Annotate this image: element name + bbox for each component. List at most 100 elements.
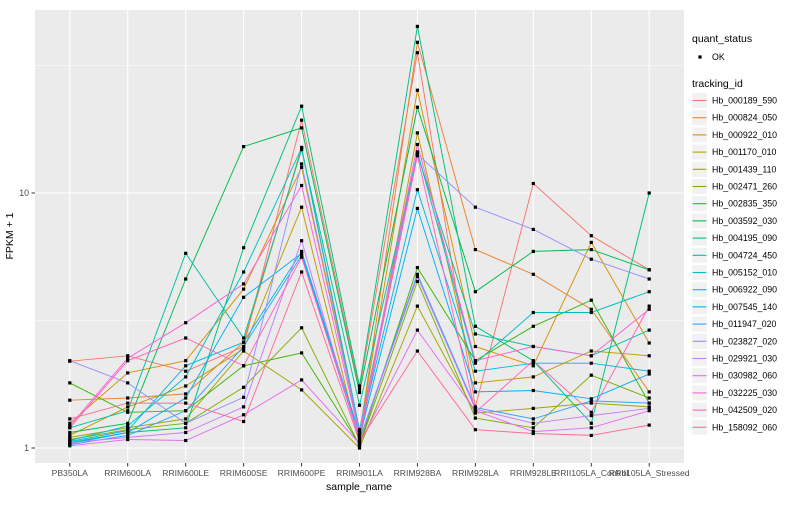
legend-item-Hb_000922_010: Hb_000922_010 bbox=[692, 127, 777, 143]
data-point bbox=[68, 433, 72, 437]
data-point bbox=[68, 430, 72, 435]
data-point bbox=[531, 406, 535, 410]
data-point bbox=[357, 430, 362, 434]
y-tick-label: 1 bbox=[24, 443, 29, 453]
data-point bbox=[589, 240, 593, 244]
legend-item-label: Hb_000922_010 bbox=[712, 130, 777, 140]
legend-item-label: Hb_000189_590 bbox=[712, 96, 777, 106]
data-point bbox=[473, 205, 477, 209]
legend-item-Hb_001439_110: Hb_001439_110 bbox=[692, 161, 777, 177]
legend-item-Hb_002471_260: Hb_002471_260 bbox=[692, 179, 777, 194]
axes: 1 10 PB350LA RRIM600LA RRIM600LE RRIM600SE RRI… bbox=[19, 188, 690, 478]
data-point bbox=[531, 431, 535, 436]
data-point bbox=[300, 118, 304, 122]
data-point bbox=[531, 310, 535, 315]
data-point bbox=[357, 387, 362, 391]
data-point bbox=[242, 344, 246, 349]
data-point bbox=[184, 421, 188, 425]
data-point bbox=[300, 351, 304, 355]
data-point bbox=[473, 361, 477, 365]
data-point bbox=[184, 396, 188, 400]
legend-item-Hb_029921_030: Hb_029921_030 bbox=[692, 351, 777, 366]
data-point bbox=[415, 131, 419, 135]
legend-item-label: Hb_006922_090 bbox=[712, 285, 777, 295]
data-point bbox=[184, 369, 188, 373]
data-point bbox=[647, 406, 651, 410]
data-point bbox=[242, 405, 246, 409]
data-point bbox=[473, 344, 477, 349]
data-point bbox=[473, 332, 477, 336]
data-point bbox=[300, 249, 304, 253]
y-tick-label: 10 bbox=[19, 188, 29, 198]
data-point bbox=[647, 369, 651, 373]
legend-item-Hb_003592_030: Hb_003592_030 bbox=[692, 213, 777, 229]
data-point bbox=[184, 417, 188, 421]
legend-item-Hb_158092_060: Hb_158092_060 bbox=[692, 419, 777, 435]
data-point bbox=[531, 417, 535, 421]
data-point bbox=[357, 384, 362, 388]
legend-item-Hb_000189_590: Hb_000189_590 bbox=[692, 93, 777, 108]
legend-item-label: Hb_158092_060 bbox=[712, 422, 777, 432]
data-point bbox=[68, 435, 72, 439]
data-point bbox=[357, 428, 362, 432]
data-point bbox=[242, 413, 246, 417]
data-point bbox=[473, 390, 477, 394]
data-point bbox=[357, 435, 362, 439]
data-point bbox=[184, 375, 188, 379]
data-point bbox=[589, 414, 593, 418]
data-point bbox=[647, 354, 651, 358]
data-point bbox=[647, 290, 651, 294]
data-point bbox=[647, 409, 651, 413]
data-point bbox=[300, 165, 304, 169]
data-point bbox=[184, 401, 188, 405]
data-point bbox=[242, 246, 246, 250]
data-point bbox=[300, 239, 304, 243]
x-tick-label: RRIM928LA bbox=[452, 468, 499, 478]
data-point bbox=[300, 104, 304, 108]
data-point bbox=[415, 328, 419, 332]
data-point bbox=[184, 359, 188, 363]
data-point bbox=[531, 272, 535, 276]
data-point bbox=[415, 154, 419, 158]
x-tick-label: RRII105LA_Stressed bbox=[609, 468, 690, 478]
legend-item-label: Hb_011947_020 bbox=[712, 319, 777, 329]
data-point bbox=[184, 321, 188, 325]
data-point bbox=[589, 257, 593, 261]
legend-ok-point bbox=[698, 55, 702, 59]
data-point bbox=[589, 361, 593, 365]
x-tick-label: RRIM901LA bbox=[336, 468, 383, 478]
data-point bbox=[415, 105, 419, 109]
legend-item-Hb_011947_020: Hb_011947_020 bbox=[692, 316, 777, 332]
data-point bbox=[68, 424, 72, 428]
data-point bbox=[300, 270, 304, 274]
data-point bbox=[415, 279, 419, 283]
data-point bbox=[415, 266, 419, 270]
plot-panel bbox=[35, 10, 684, 463]
data-point bbox=[184, 336, 188, 340]
data-point bbox=[415, 272, 419, 276]
data-point bbox=[300, 205, 304, 209]
data-point bbox=[242, 287, 246, 291]
data-point bbox=[589, 373, 593, 377]
data-point bbox=[357, 390, 362, 395]
data-point bbox=[242, 340, 246, 344]
x-tick-label: RRIM600SE bbox=[220, 468, 268, 478]
legend-item-Hb_005152_010: Hb_005152_010 bbox=[692, 265, 777, 280]
data-point bbox=[589, 399, 593, 403]
x-tick-label: RRII105LA_Control bbox=[554, 468, 629, 478]
legend-item-Hb_030982_060: Hb_030982_060 bbox=[692, 368, 777, 384]
data-point bbox=[531, 359, 535, 363]
data-point bbox=[647, 423, 651, 427]
legend-item-label: Hb_042509_020 bbox=[712, 405, 777, 415]
y-axis-title: FPKM + 1 bbox=[4, 212, 16, 259]
data-point bbox=[357, 439, 362, 444]
legend: OK Hb_000189_590 Hb_000824_050 Hb_000922_01… bbox=[692, 52, 777, 435]
x-tick-label: RRIM928BA bbox=[394, 468, 442, 478]
data-point bbox=[242, 295, 246, 299]
data-point bbox=[242, 282, 246, 286]
data-point bbox=[647, 191, 651, 195]
data-point bbox=[647, 307, 651, 311]
data-point bbox=[242, 419, 246, 424]
data-point bbox=[300, 162, 304, 166]
